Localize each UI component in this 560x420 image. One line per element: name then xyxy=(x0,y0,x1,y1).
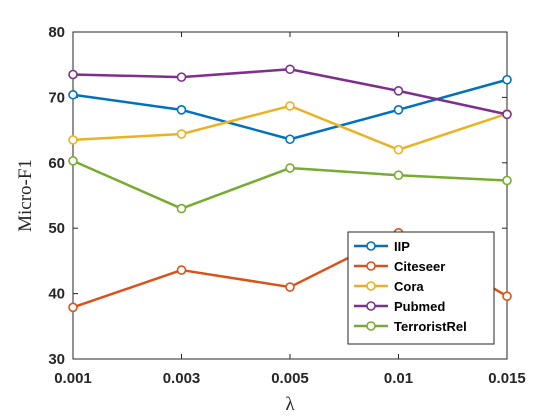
data-point-iip xyxy=(68,89,78,100)
series-layer xyxy=(68,64,512,313)
legend-label-iip: IIP xyxy=(394,239,410,254)
data-point-terroristrel xyxy=(502,175,512,186)
legend-marker-iip xyxy=(366,241,376,251)
data-point-iip xyxy=(285,134,295,145)
y-tick-label: 30 xyxy=(48,351,65,368)
data-point-iip xyxy=(502,74,512,85)
data-point-terroristrel xyxy=(68,156,78,166)
x-tick-label: 0.015 xyxy=(488,370,526,387)
y-tick-label: 40 xyxy=(48,286,65,303)
legend: IIP Citeseer Cora Pubmed TerroristRel xyxy=(347,231,495,345)
x-tick-label: 0.01 xyxy=(384,370,413,387)
data-point-pubmed xyxy=(393,86,404,96)
y-tick-label: 60 xyxy=(48,155,65,172)
axes: 0.001 0.003 0.005 0.01 0.015 30 40 50 60 70 80 xyxy=(48,24,525,387)
data-point-citeseer xyxy=(285,282,295,292)
data-point-iip xyxy=(393,105,404,115)
data-point-cora xyxy=(285,101,295,111)
data-point-terroristrel xyxy=(393,170,404,181)
data-point-cora xyxy=(393,144,404,155)
data-point-terroristrel xyxy=(176,203,187,214)
y-tick-label: 50 xyxy=(48,220,65,237)
data-point-citeseer xyxy=(502,291,512,302)
data-point-pubmed xyxy=(176,72,187,82)
x-tick-label: 0.003 xyxy=(163,370,201,387)
x-tick-label: 0.005 xyxy=(271,370,309,387)
data-point-iip xyxy=(176,105,187,115)
legend-marker-citeseer xyxy=(366,261,376,271)
legend-label-citeseer: Citeseer xyxy=(394,259,445,274)
data-point-cora xyxy=(68,135,78,145)
legend-label-terroristrel: TerroristRel xyxy=(394,319,467,334)
x-tick-label: 0.001 xyxy=(54,370,92,387)
y-axis-label: Micro-F1 xyxy=(15,159,36,232)
data-point-citeseer xyxy=(176,265,187,275)
data-point-pubmed xyxy=(502,109,512,120)
series-terroristrel xyxy=(68,156,512,214)
data-point-cora xyxy=(176,129,187,139)
legend-marker-pubmed xyxy=(366,301,376,311)
data-point-pubmed xyxy=(285,64,295,75)
legend-marker-cora xyxy=(366,281,376,291)
legend-label-pubmed: Pubmed xyxy=(394,299,445,314)
legend-marker-terroristrel xyxy=(366,321,376,331)
x-axis-label: λ xyxy=(285,394,295,415)
data-point-citeseer xyxy=(68,302,78,313)
legend-label-cora: Cora xyxy=(394,279,424,294)
y-tick-label: 70 xyxy=(48,89,65,106)
y-tick-label: 80 xyxy=(48,24,65,41)
data-point-terroristrel xyxy=(285,163,295,173)
data-point-pubmed xyxy=(68,69,78,80)
series-pubmed xyxy=(68,64,512,120)
